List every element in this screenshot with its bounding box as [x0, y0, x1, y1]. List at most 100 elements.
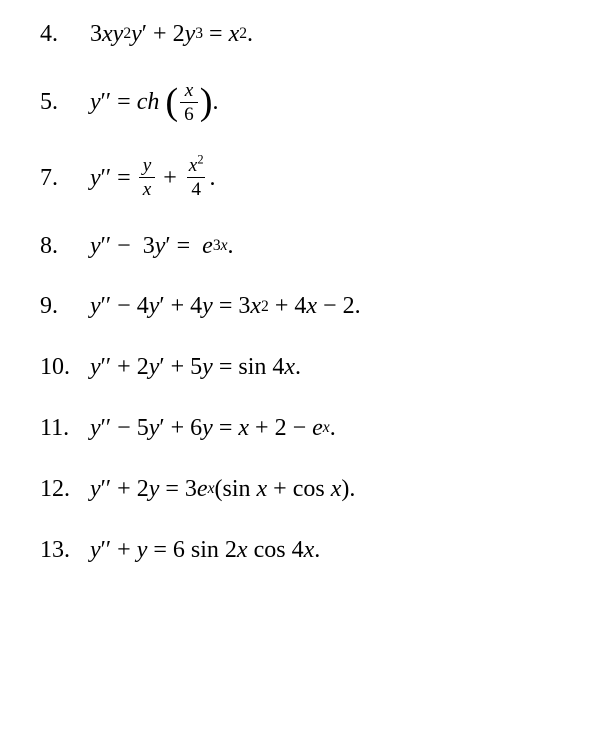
coef: 4	[190, 292, 202, 321]
var-x: x	[250, 292, 261, 321]
coef: 4	[292, 536, 304, 565]
period: .	[213, 88, 219, 117]
equation-body: y′′ − 4y′ + 4y = 3x2 + 4x − 2.	[90, 292, 361, 321]
func-cos: cos	[293, 475, 325, 504]
equation-body: y′′ + 2y′ + 5y = sin 4x.	[90, 353, 301, 382]
equation-number: 10.	[40, 353, 90, 382]
minus: −	[117, 292, 131, 321]
const: 2	[343, 292, 355, 321]
var-x: x	[229, 20, 240, 49]
equation-body: y′′ − 5y′ + 6y = x + 2 − ex.	[90, 414, 336, 443]
var-x: x	[306, 292, 317, 321]
coef: 2	[137, 353, 149, 382]
equals: =	[219, 292, 233, 321]
var-y: y	[90, 232, 101, 261]
prime: ′′	[101, 536, 112, 565]
coef: 4	[294, 292, 306, 321]
exp-coef: 3	[213, 237, 221, 254]
equation-number: 8.	[40, 232, 90, 261]
equals: =	[117, 88, 131, 117]
rparen: )	[200, 87, 213, 118]
minus: −	[293, 414, 307, 443]
var-y: y	[149, 292, 160, 321]
var-y: y	[90, 292, 101, 321]
period: .	[247, 20, 253, 49]
func-sin: sin	[222, 475, 250, 504]
rparen: )	[341, 475, 349, 504]
var-x: x	[304, 536, 315, 565]
exp: 2	[197, 153, 203, 167]
plus: +	[273, 475, 287, 504]
var-y: y	[90, 475, 101, 504]
plus: +	[163, 164, 177, 193]
coef: 2	[137, 475, 149, 504]
equation-13: 13. y′′ + y = 6 sin 2x cos 4x.	[40, 536, 566, 565]
equation-12: 12. y′′ + 2y = 3ex(sin x + cos x).	[40, 475, 566, 504]
prime: ′	[165, 232, 170, 261]
var-y: y	[90, 88, 101, 117]
plus: +	[153, 20, 167, 49]
prime: ′′	[101, 353, 112, 382]
equation-body: y′′ − 3y′ = e3x.	[90, 232, 234, 261]
equation-7: 7. y′′ = yx + x24.	[40, 156, 566, 199]
var-x: x	[102, 20, 113, 49]
prime: ′′	[101, 414, 112, 443]
prime: ′	[159, 292, 164, 321]
var-x: x	[237, 536, 248, 565]
equation-5: 5. y′′ = ch (x6).	[40, 81, 566, 124]
denominator: 6	[180, 102, 198, 124]
var-x: x	[257, 475, 268, 504]
var-y: y	[149, 475, 160, 504]
prime: ′	[159, 414, 164, 443]
var-y: y	[149, 353, 160, 382]
coef: 6	[190, 414, 202, 443]
equation-8: 8. y′′ − 3y′ = e3x.	[40, 232, 566, 261]
func-cos: cos	[254, 536, 286, 565]
denominator: 4	[187, 177, 205, 199]
equation-number: 13.	[40, 536, 90, 565]
equation-number: 4.	[40, 20, 90, 49]
denominator: x	[139, 177, 156, 199]
equation-number: 9.	[40, 292, 90, 321]
prime: ′′	[101, 88, 112, 117]
minus: −	[323, 292, 337, 321]
period: .	[355, 292, 361, 321]
period: .	[210, 164, 216, 193]
coef: 2	[173, 20, 185, 49]
equation-number: 12.	[40, 475, 90, 504]
var-y: y	[113, 20, 124, 49]
fraction: yx	[139, 156, 156, 199]
equation-body: y′′ + y = 6 sin 2x cos 4x.	[90, 536, 320, 565]
prime: ′	[142, 20, 147, 49]
equation-10: 10. y′′ + 2y′ + 5y = sin 4x.	[40, 353, 566, 382]
coef: 2	[225, 536, 237, 565]
equation-body: y′′ = yx + x24.	[90, 156, 216, 199]
numerator: x	[181, 81, 198, 102]
var-e: e	[202, 232, 213, 261]
coef: 5	[137, 414, 149, 443]
var-y: y	[90, 414, 101, 443]
equation-4: 4. 3xy2y′ + 2y3 = x2.	[40, 20, 566, 49]
fraction: x6	[180, 81, 198, 124]
func-sin: sin	[191, 536, 219, 565]
var-y: y	[90, 164, 101, 193]
var-e: e	[312, 414, 323, 443]
equals: =	[177, 232, 191, 261]
period: .	[330, 414, 336, 443]
equals: =	[165, 475, 179, 504]
equals: =	[209, 20, 223, 49]
period: .	[314, 536, 320, 565]
equation-number: 11.	[40, 414, 90, 443]
minus: −	[117, 414, 131, 443]
plus: +	[275, 292, 289, 321]
prime: ′	[159, 353, 164, 382]
var-y: y	[202, 353, 213, 382]
var-y: y	[185, 20, 196, 49]
prime: ′′	[101, 232, 112, 261]
equation-body: y′′ + 2y = 3ex(sin x + cos x).	[90, 475, 355, 504]
prime: ′′	[101, 164, 112, 193]
coef: 4	[137, 292, 149, 321]
equation-number: 7.	[40, 164, 90, 193]
var-y: y	[202, 292, 213, 321]
var-y: y	[137, 536, 148, 565]
